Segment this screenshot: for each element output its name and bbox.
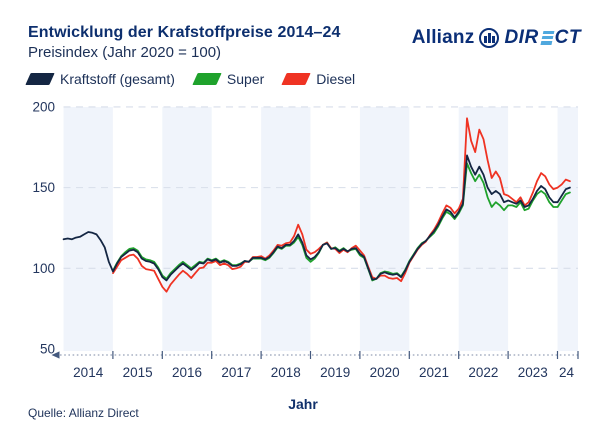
year-band (261, 107, 311, 351)
x-axis-title: Jahr (288, 396, 318, 412)
series-line-kraftstoff-gesamt (62, 154, 571, 282)
legend-swatch-super (192, 73, 222, 85)
legend-swatch-kraftstoff (25, 73, 55, 85)
legend-label: Diesel (316, 71, 356, 87)
direct-text-suffix: CT (554, 27, 581, 48)
direct-wordmark: DIR CT (504, 27, 581, 49)
x-tick-label: 2016 (172, 365, 202, 380)
x-tick-label: 2022 (468, 365, 498, 380)
series-line-diesel (112, 117, 571, 293)
direct-text-prefix: DIR (504, 27, 539, 48)
x-tick-label: 2015 (123, 365, 153, 380)
y-tick-label: 50 (40, 341, 55, 356)
legend-item-kraftstoff: Kraftstoff (gesamt) (25, 71, 175, 87)
year-band (162, 107, 212, 351)
legend-label: Kraftstoff (gesamt) (60, 71, 175, 87)
x-tick-label: 2017 (221, 365, 251, 380)
year-band (458, 107, 509, 351)
x-tick-label: 2023 (518, 365, 548, 380)
x-tick-label: 2018 (271, 365, 301, 380)
allianz-wordmark: Allianz (411, 27, 475, 48)
legend-label: Super (226, 71, 265, 87)
year-band (557, 107, 578, 351)
page-title: Entwicklung der Krafstoffpreise 2014–24 (28, 24, 341, 41)
page-subtitle: Preisindex (Jahr 2020 = 100) (28, 44, 222, 61)
y-tick-label: 150 (32, 180, 55, 195)
x-tick-label: 2020 (370, 365, 400, 380)
x-tick-label: 2021 (419, 365, 449, 380)
y-tick-label: 100 (32, 261, 55, 276)
logo-e-bars-icon (540, 31, 555, 45)
allianz-direct-logo: Allianz DIR CT (412, 27, 581, 49)
year-band (63, 107, 113, 351)
year-band (359, 107, 410, 351)
x-axis-arrow-icon (51, 351, 60, 359)
legend-item-super: Super (192, 71, 265, 87)
allianz-eagle-icon (479, 28, 500, 48)
y-tick-label: 200 (32, 99, 55, 114)
x-tick-label: 2014 (73, 365, 104, 380)
legend: Kraftstoff (gesamt) Super Diesel (25, 71, 356, 87)
x-tick-label: 24 (559, 365, 575, 380)
source-note: Quelle: Allianz Direct (28, 406, 139, 420)
x-tick-label: 2019 (320, 365, 350, 380)
legend-item-diesel: Diesel (281, 71, 356, 87)
legend-swatch-diesel (281, 73, 311, 85)
